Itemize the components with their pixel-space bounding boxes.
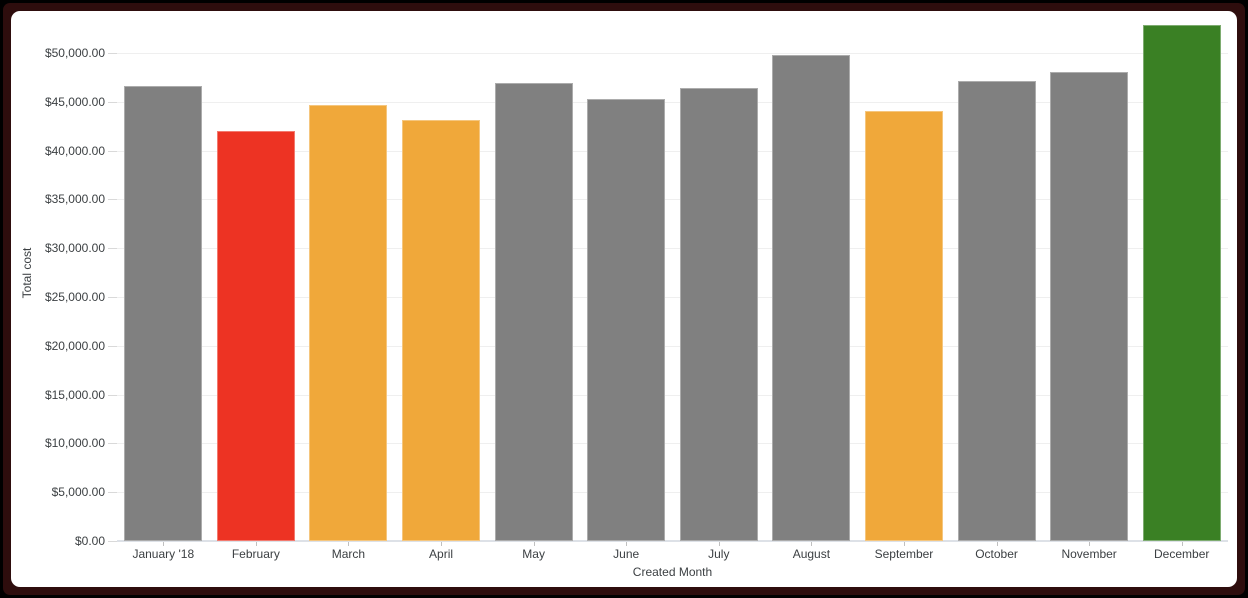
- y-axis-label: $15,000.00: [44, 387, 105, 402]
- y-axis-tick: [108, 394, 117, 396]
- y-axis-label: $30,000.00: [44, 241, 105, 256]
- bar-july[interactable]: [679, 88, 758, 541]
- gridline: [117, 150, 1228, 152]
- gridline: [117, 101, 1228, 103]
- y-axis-tick: [108, 199, 117, 201]
- gridline: [117, 492, 1228, 494]
- y-axis-tick: [108, 53, 117, 54]
- x-axis-label: April: [429, 547, 454, 561]
- gridline: [117, 53, 1228, 54]
- x-axis-tick: [1181, 542, 1183, 546]
- y-axis-tick: [108, 101, 117, 103]
- x-axis-tick: [255, 542, 257, 546]
- x-axis-tick: [996, 542, 998, 546]
- gridline: [117, 248, 1228, 250]
- x-axis-label: July: [708, 547, 730, 561]
- x-axis-label: September: [874, 547, 934, 561]
- x-axis-baseline: [117, 540, 1228, 542]
- x-axis-tick: [1089, 542, 1091, 546]
- y-axis-label: $0.00: [74, 534, 105, 548]
- bar-february[interactable]: [216, 131, 295, 541]
- y-axis-label: $20,000.00: [44, 338, 105, 353]
- y-axis-tick: [108, 248, 117, 250]
- x-axis-label: November: [1061, 547, 1117, 561]
- x-axis-tick: [348, 542, 350, 546]
- y-axis-tick: [108, 297, 117, 298]
- x-axis-tick: [441, 542, 443, 546]
- bar-december[interactable]: [1142, 24, 1221, 541]
- y-axis-label: $40,000.00: [44, 143, 105, 158]
- gridline: [117, 394, 1228, 396]
- y-axis-label: $50,000.00: [44, 46, 105, 60]
- x-axis-tick: [903, 542, 905, 546]
- x-axis-tick: [533, 542, 535, 546]
- bar-june[interactable]: [587, 98, 666, 541]
- bar-november[interactable]: [1050, 71, 1129, 541]
- x-axis-tick: [163, 542, 165, 546]
- x-axis-tick: [718, 542, 720, 546]
- x-axis-label: August: [792, 547, 831, 561]
- gridline: [117, 199, 1228, 201]
- bar-april[interactable]: [402, 120, 481, 541]
- gridline: [117, 297, 1228, 298]
- x-axis-label: May: [522, 547, 545, 561]
- chart-panel: Total cost Created Month $0.00 $5,000.00 $…: [11, 11, 1237, 587]
- x-axis-tick: [811, 542, 813, 546]
- y-axis-label: $35,000.00: [44, 192, 105, 207]
- x-axis-label: March: [331, 547, 366, 561]
- gridline: [117, 345, 1228, 347]
- bar-august[interactable]: [772, 54, 851, 541]
- plot-area: [117, 20, 1228, 542]
- y-axis-label: $5,000.00: [51, 485, 105, 500]
- y-axis-tick: [108, 492, 117, 494]
- bar-march[interactable]: [309, 104, 388, 541]
- gridline: [117, 443, 1228, 445]
- y-axis-label: $45,000.00: [44, 94, 105, 109]
- x-axis-label: June: [613, 547, 640, 561]
- x-axis-title: Created Month: [632, 565, 713, 579]
- bar-october[interactable]: [957, 81, 1036, 541]
- y-axis-tick: [108, 541, 117, 542]
- x-axis-label: January '18: [132, 547, 195, 561]
- x-axis-tick: [626, 542, 628, 546]
- bar-may[interactable]: [494, 83, 573, 541]
- y-axis-label: $25,000.00: [44, 290, 105, 304]
- y-axis-tick: [108, 150, 117, 152]
- y-axis-label: $10,000.00: [44, 436, 105, 451]
- y-axis-tick: [108, 345, 117, 347]
- x-axis-label: December: [1154, 547, 1210, 561]
- y-axis-tick: [108, 443, 117, 445]
- bar-september[interactable]: [864, 110, 943, 541]
- bar-january-18[interactable]: [124, 86, 203, 541]
- x-axis-label: October: [975, 547, 1018, 561]
- x-axis-label: February: [231, 547, 280, 561]
